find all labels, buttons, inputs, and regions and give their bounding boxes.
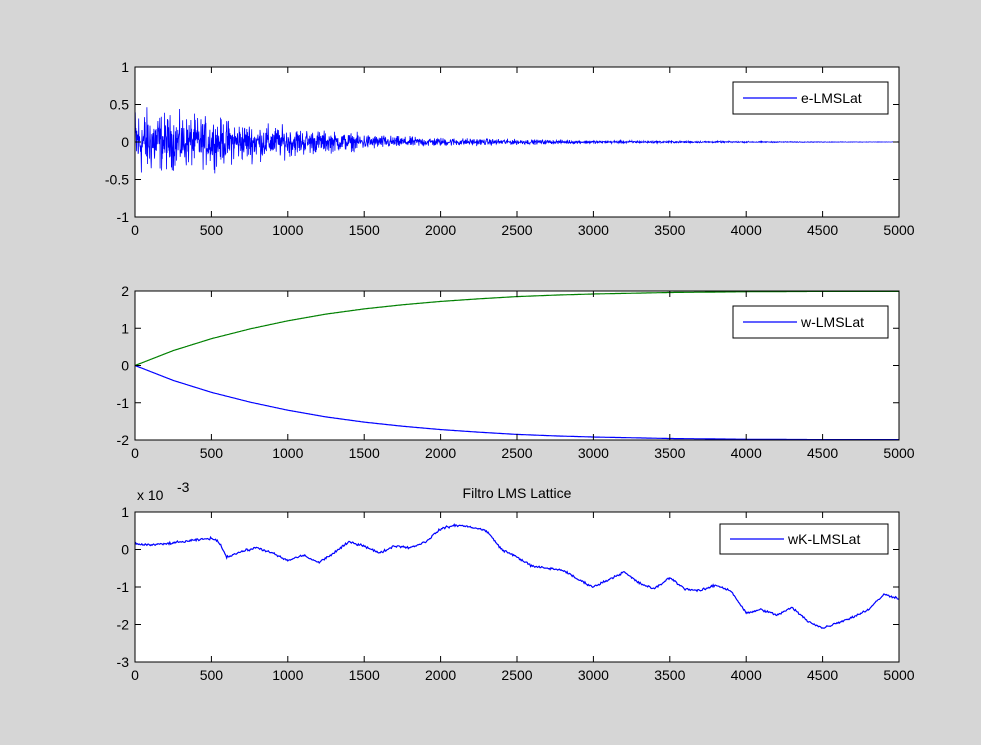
legend-label: e-LMSLat: [801, 90, 862, 106]
x-tick-label: 5000: [883, 445, 914, 461]
legend[interactable]: w-LMSLat: [732, 305, 889, 339]
y-tick-label: -2: [117, 617, 130, 633]
axes-error: 0 500 1000 1500 2000 2500 3000 3500 4000 4500 5000…: [105, 59, 915, 238]
y-tick-label: 0: [121, 358, 129, 374]
x-tick-label: 4500: [807, 445, 838, 461]
x-tick-label: 5000: [883, 222, 914, 238]
x-tick-label: 500: [200, 222, 224, 238]
x-tick-label: 5000: [883, 667, 914, 683]
x-tick-label: 1500: [349, 445, 380, 461]
axes-reflection: 0 500 1000 1500 2000 2500 3000 3500 4000 4500 5000…: [117, 479, 915, 683]
x-tick-label: 2000: [425, 667, 456, 683]
y-tick-label: 0: [121, 134, 129, 150]
legend[interactable]: wK-LMSLat: [719, 523, 889, 555]
x-tick-label: 1000: [272, 445, 303, 461]
x-tick-label: 2500: [501, 222, 532, 238]
y-tick-label: 1: [121, 504, 129, 520]
series-group: [135, 523, 899, 629]
x-tick-label: 4000: [731, 667, 762, 683]
y-exponent-power: -3: [177, 479, 190, 495]
x-tick-label: 500: [200, 445, 224, 461]
x-tick-label: 4000: [731, 222, 762, 238]
x-tick-label: 3000: [578, 445, 609, 461]
axes-weights: 0 500 1000 1500 2000 2500 3000 3500 4000 4500 5000…: [117, 283, 915, 461]
axes-title: Filtro LMS Lattice: [463, 485, 572, 501]
y-tick-label: -1: [117, 579, 130, 595]
x-tick-label: 1000: [272, 667, 303, 683]
x-tick-label: 2500: [501, 445, 532, 461]
legend-label: wK-LMSLat: [787, 531, 860, 547]
x-tick-label: 2000: [425, 445, 456, 461]
y-exponent-label: x 10: [137, 487, 164, 503]
series-line-e-LMSLat: [135, 107, 899, 174]
y-tick-label: -0.5: [105, 172, 129, 188]
x-tick-label: 0: [131, 445, 139, 461]
x-tick-label: 2500: [501, 667, 532, 683]
x-tick-label: 500: [200, 667, 224, 683]
y-tick-label: -3: [117, 654, 130, 670]
x-tick-label: 2000: [425, 222, 456, 238]
x-tick-label: 4500: [807, 667, 838, 683]
x-tick-label: 1500: [349, 222, 380, 238]
legend-box: [732, 305, 889, 339]
series-line-wK-LMSLat: [135, 523, 899, 629]
x-tick-label: 0: [131, 222, 139, 238]
x-tick-label: 1500: [349, 667, 380, 683]
legend-label: w-LMSLat: [800, 314, 864, 330]
y-tick-label: -1: [117, 395, 130, 411]
x-tick-label: 3500: [654, 445, 685, 461]
x-tick-label: 3500: [654, 222, 685, 238]
y-tick-label: 1: [121, 59, 129, 75]
y-tick-label: 1: [121, 320, 129, 336]
y-tick-label: -2: [117, 432, 130, 448]
legend[interactable]: e-LMSLat: [732, 81, 889, 115]
x-tick-label: 4000: [731, 445, 762, 461]
y-tick-label: -1: [117, 209, 130, 225]
y-tick-label: 0: [121, 542, 129, 558]
y-tick-label: 0.5: [110, 97, 130, 113]
x-tick-label: 0: [131, 667, 139, 683]
series-group: [135, 107, 899, 174]
x-tick-label: 3000: [578, 667, 609, 683]
y-tick-label: 2: [121, 283, 129, 299]
x-tick-label: 4500: [807, 222, 838, 238]
x-tick-label: 3500: [654, 667, 685, 683]
x-tick-label: 1000: [272, 222, 303, 238]
x-tick-label: 3000: [578, 222, 609, 238]
